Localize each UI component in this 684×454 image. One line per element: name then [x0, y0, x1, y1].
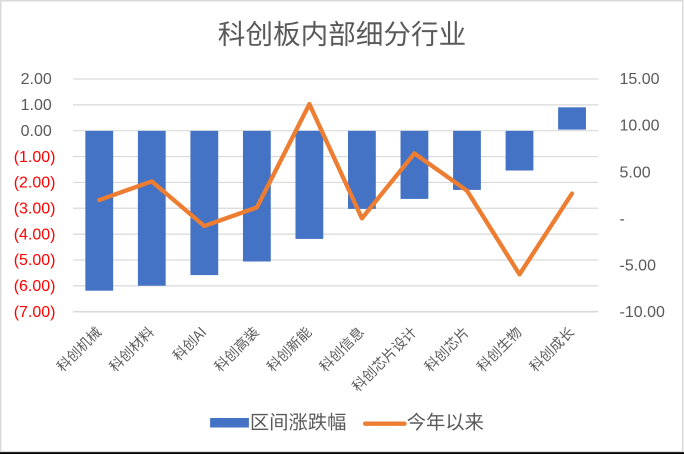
- svg-text:(6.00): (6.00): [14, 278, 56, 295]
- svg-text:0.00: 0.00: [21, 123, 52, 140]
- svg-text:(7.00): (7.00): [14, 304, 56, 321]
- svg-text:(2.00): (2.00): [14, 175, 56, 192]
- svg-text:-5.00: -5.00: [620, 257, 657, 274]
- svg-text:2.00: 2.00: [21, 71, 52, 88]
- svg-text:1.00: 1.00: [21, 97, 52, 114]
- svg-text:-: -: [620, 211, 625, 228]
- svg-text:(1.00): (1.00): [14, 149, 56, 166]
- svg-text:15.00: 15.00: [620, 71, 660, 88]
- svg-text:(4.00): (4.00): [14, 226, 56, 243]
- svg-text:(3.00): (3.00): [14, 200, 56, 217]
- svg-text:(5.00): (5.00): [14, 252, 56, 269]
- svg-text:10.00: 10.00: [620, 118, 660, 135]
- svg-text:-10.00: -10.00: [620, 304, 665, 321]
- svg-text:5.00: 5.00: [620, 164, 651, 181]
